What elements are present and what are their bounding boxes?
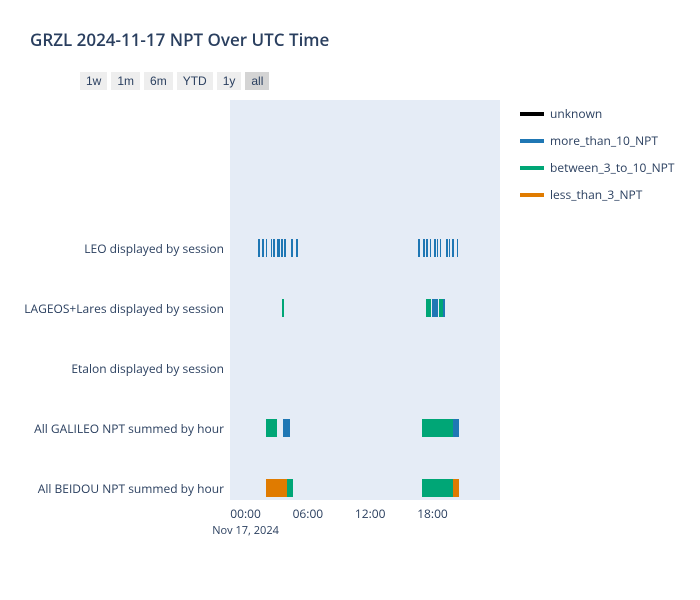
plot-area bbox=[230, 100, 500, 500]
bar-lageos-between_3_to_10_NPT bbox=[426, 299, 432, 317]
y-label-etalon: Etalon displayed by session bbox=[71, 360, 224, 377]
bar-galileo-between_3_to_10_NPT bbox=[266, 419, 276, 437]
bar-leo-more_than_10_NPT bbox=[291, 239, 293, 257]
range-btn-6m[interactable]: 6m bbox=[144, 72, 173, 90]
legend-swatch-less_than_3_NPT bbox=[520, 193, 544, 197]
bar-lageos-more_than_10_NPT bbox=[432, 299, 438, 317]
bar-beidou-less_than_3_NPT bbox=[266, 479, 287, 497]
bar-leo-more_than_10_NPT bbox=[452, 239, 454, 257]
bar-leo-more_than_10_NPT bbox=[446, 239, 448, 257]
x-tick-12:00: 12:00 bbox=[355, 505, 386, 522]
legend-label-unknown: unknown bbox=[550, 105, 602, 122]
bar-leo-more_than_10_NPT bbox=[423, 239, 425, 257]
bar-leo-more_than_10_NPT bbox=[430, 239, 432, 257]
bar-leo-more_than_10_NPT bbox=[258, 239, 260, 257]
chart-title: GRZL 2024-11-17 NPT Over UTC Time bbox=[30, 28, 329, 51]
bar-leo-more_than_10_NPT bbox=[296, 239, 298, 257]
bar-leo-more_than_10_NPT bbox=[266, 239, 268, 257]
bar-galileo-more_than_10_NPT bbox=[283, 419, 290, 437]
bar-leo-more_than_10_NPT bbox=[273, 239, 275, 257]
y-label-galileo: All GALILEO NPT summed by hour bbox=[34, 420, 224, 437]
bar-leo-more_than_10_NPT bbox=[262, 239, 264, 257]
bar-leo-more_than_10_NPT bbox=[426, 239, 428, 257]
range-btn-all[interactable]: all bbox=[245, 72, 269, 90]
legend-item-unknown[interactable]: unknown bbox=[520, 105, 674, 122]
bar-lageos-more_than_10_NPT bbox=[443, 299, 445, 317]
legend-label-between_3_to_10_NPT: between_3_to_10_NPT bbox=[550, 159, 674, 176]
bar-leo-more_than_10_NPT bbox=[449, 239, 451, 257]
legend-item-less_than_3_NPT[interactable]: less_than_3_NPT bbox=[520, 186, 674, 203]
range-btn-1y[interactable]: 1y bbox=[217, 72, 242, 90]
legend-swatch-between_3_to_10_NPT bbox=[520, 166, 544, 170]
bar-leo-more_than_10_NPT bbox=[437, 239, 439, 257]
bar-galileo-more_than_10_NPT bbox=[453, 419, 459, 437]
bar-lageos-between_3_to_10_NPT bbox=[439, 299, 443, 317]
legend-label-more_than_10_NPT: more_than_10_NPT bbox=[550, 132, 658, 149]
bar-leo-more_than_10_NPT bbox=[418, 239, 420, 257]
y-label-beidou: All BEIDOU NPT summed by hour bbox=[38, 480, 224, 497]
bar-leo-more_than_10_NPT bbox=[277, 239, 280, 257]
legend-item-between_3_to_10_NPT[interactable]: between_3_to_10_NPT bbox=[520, 159, 674, 176]
bar-leo-more_than_10_NPT bbox=[457, 239, 459, 257]
legend-swatch-more_than_10_NPT bbox=[520, 139, 544, 143]
bar-beidou-between_3_to_10_NPT bbox=[422, 479, 453, 497]
legend: unknown more_than_10_NPT between_3_to_10_N… bbox=[520, 105, 674, 213]
range-selector: 1w1m6mYTD1yall bbox=[80, 72, 269, 90]
chart-container: GRZL 2024-11-17 NPT Over UTC Time 1w1m6m… bbox=[0, 0, 700, 600]
legend-item-more_than_10_NPT[interactable]: more_than_10_NPT bbox=[520, 132, 674, 149]
bar-leo-more_than_10_NPT bbox=[434, 239, 436, 257]
range-btn-1w[interactable]: 1w bbox=[80, 72, 107, 90]
y-label-leo: LEO displayed by session bbox=[84, 240, 224, 257]
bar-lageos-between_3_to_10_NPT bbox=[282, 299, 284, 317]
x-tick-00:00: 00:00Nov 17, 2024 bbox=[212, 505, 279, 538]
legend-label-less_than_3_NPT: less_than_3_NPT bbox=[550, 186, 642, 203]
y-label-lageos: LAGEOS+Lares displayed by session bbox=[24, 300, 224, 317]
range-btn-YTD[interactable]: YTD bbox=[177, 72, 213, 90]
bar-beidou-less_than_3_NPT bbox=[453, 479, 459, 497]
bar-leo-more_than_10_NPT bbox=[271, 239, 273, 257]
bar-leo-more_than_10_NPT bbox=[281, 239, 283, 257]
bar-galileo-between_3_to_10_NPT bbox=[422, 419, 453, 437]
x-tick-06:00: 06:00 bbox=[293, 505, 324, 522]
legend-swatch-unknown bbox=[520, 112, 544, 116]
x-tick-18:00: 18:00 bbox=[417, 505, 448, 522]
bar-leo-more_than_10_NPT bbox=[284, 239, 286, 257]
bar-beidou-between_3_to_10_NPT bbox=[287, 479, 293, 497]
range-btn-1m[interactable]: 1m bbox=[111, 72, 140, 90]
bar-leo-more_than_10_NPT bbox=[440, 239, 442, 257]
